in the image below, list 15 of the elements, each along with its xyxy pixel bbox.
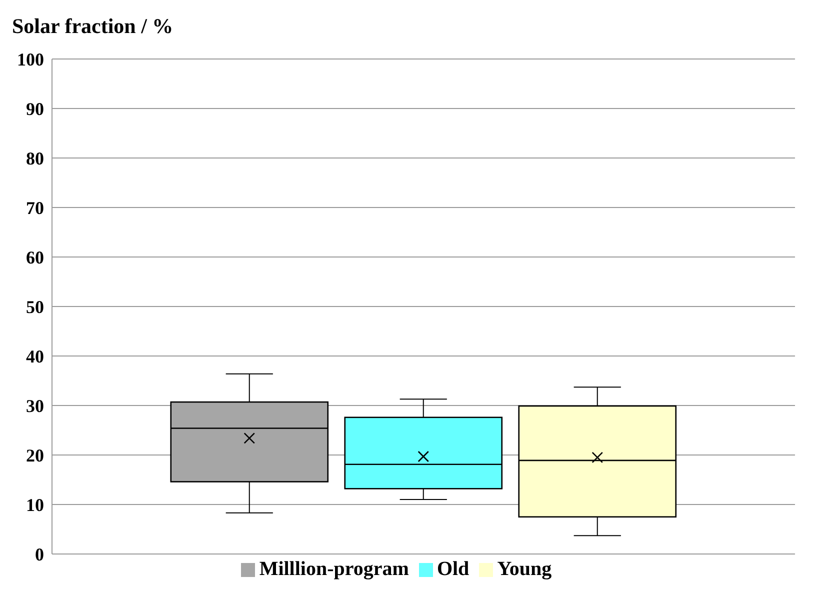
y-tick-label: 10 <box>26 494 44 515</box>
legend-label: Young <box>497 558 552 580</box>
y-tick-label: 90 <box>26 98 44 119</box>
y-tick-label: 0 <box>35 544 44 564</box>
y-tick-label: 100 <box>17 49 44 70</box>
y-tick-label: 40 <box>26 346 44 366</box>
y-tick-label: 60 <box>26 247 44 268</box>
y-tick-label: 30 <box>26 396 44 416</box>
legend-label: Old <box>436 558 470 580</box>
y-tick-label: 80 <box>26 148 44 168</box>
y-tick-label: 20 <box>26 445 44 466</box>
legend-label: Milllion-program <box>259 558 409 580</box>
y-tick-label: 70 <box>26 198 44 218</box>
chart-title: Solar fraction / % <box>12 14 174 39</box>
y-tick-label: 50 <box>26 296 44 317</box>
